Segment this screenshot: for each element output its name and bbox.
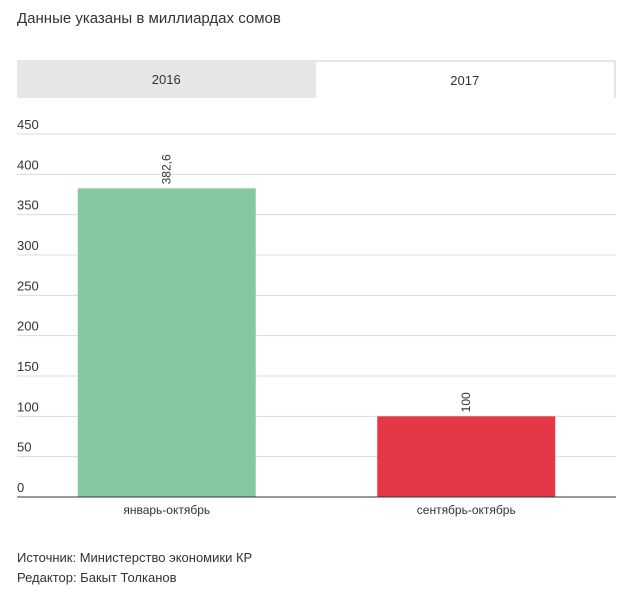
editor-note: Редактор: Бакыт Толканов: [17, 570, 177, 585]
tab-2016[interactable]: 2016: [17, 60, 316, 98]
data-label: 382,6: [160, 154, 174, 184]
x-tick-label: январь-октябрь: [123, 503, 210, 517]
year-tabs: 2016 2017: [17, 60, 616, 98]
footer: Источник: Министерство экономики КР Реда…: [17, 548, 252, 588]
bar-1: [77, 188, 256, 498]
source-note: Источник: Министерство экономики КР: [17, 550, 253, 565]
y-tick-label: 50: [17, 440, 31, 455]
y-tick-label: 400: [17, 157, 39, 172]
y-tick-label: 0: [17, 480, 24, 495]
chart-subtitle: Данные указаны в миллиардах сомов: [17, 10, 281, 27]
y-tick-label: 350: [17, 198, 39, 213]
tab-2017[interactable]: 2017: [315, 60, 616, 98]
y-tick-label: 450: [17, 117, 39, 132]
y-tick-label: 100: [17, 399, 39, 414]
y-tick-label: 300: [17, 238, 39, 253]
y-tick-label: 250: [17, 278, 39, 293]
y-tick-label: 150: [17, 359, 39, 374]
data-label: 100: [459, 392, 473, 412]
bar-2: [377, 416, 556, 497]
x-tick-label: сентябрь-октябрь: [417, 503, 516, 517]
y-tick-label: 200: [17, 319, 39, 334]
